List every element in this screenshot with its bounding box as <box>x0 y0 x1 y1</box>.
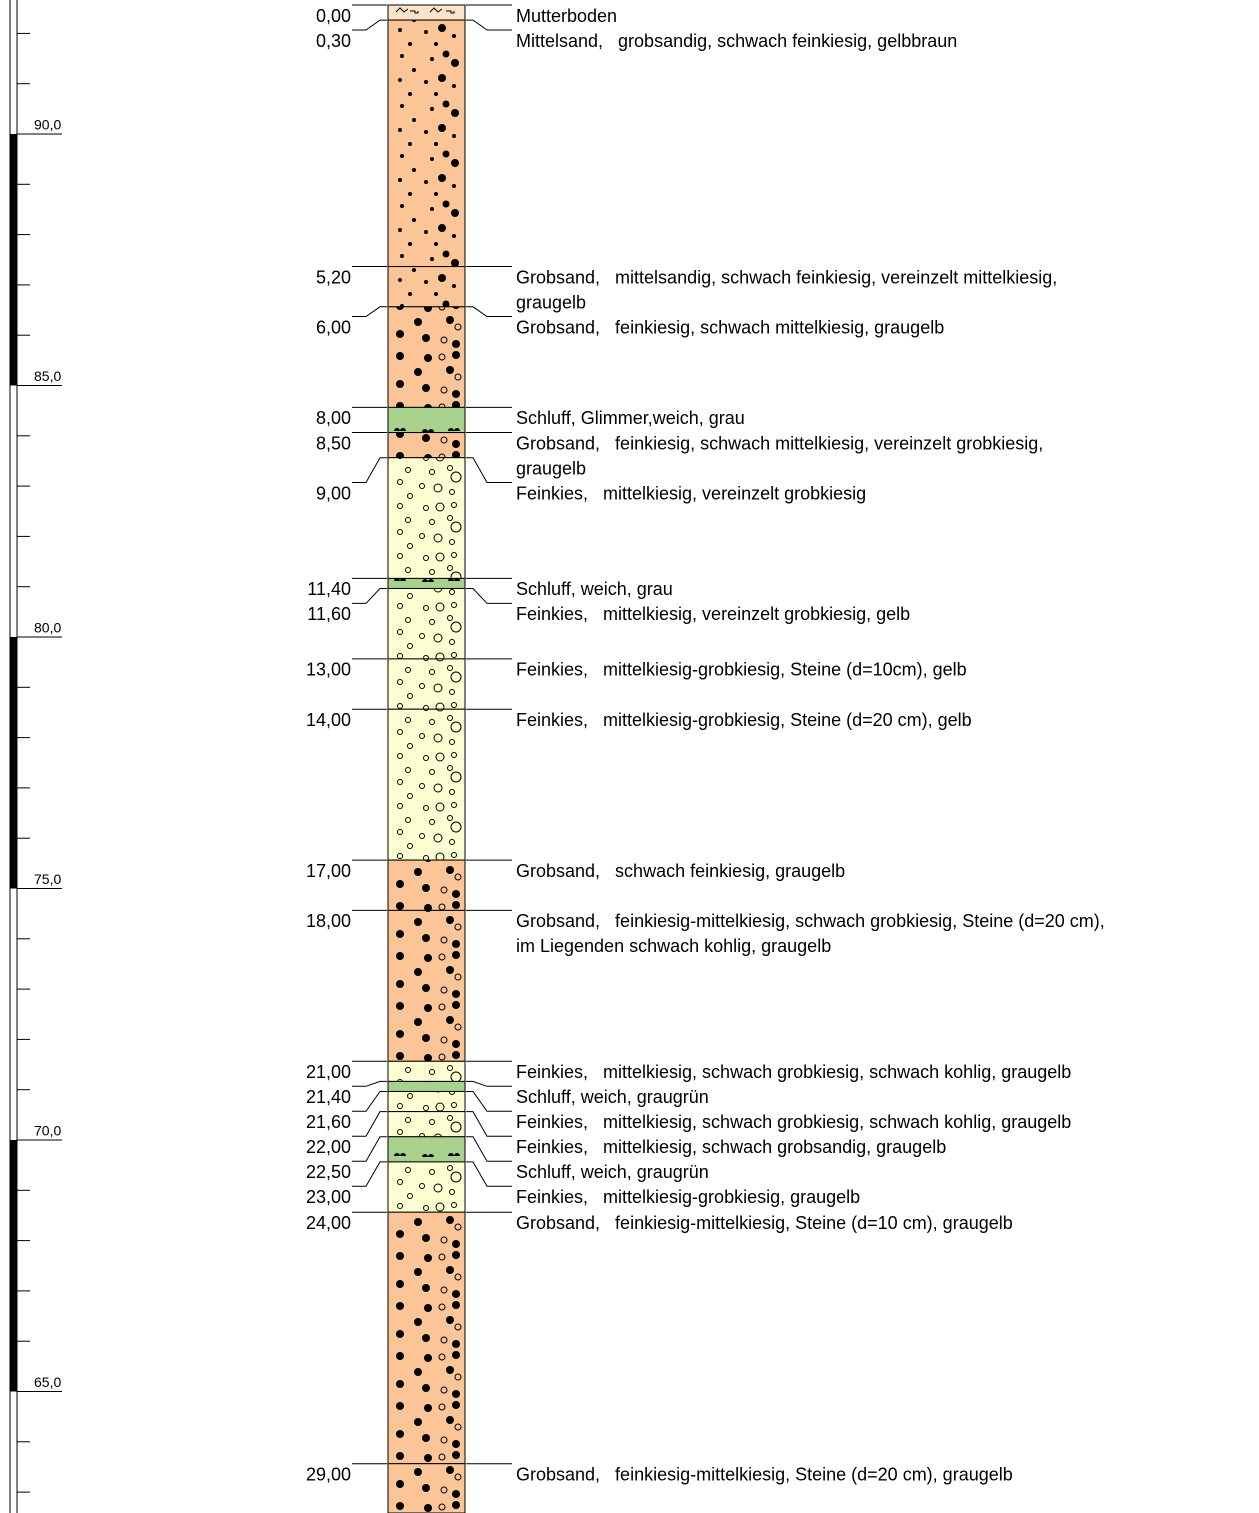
leader-line <box>352 1111 387 1137</box>
depth-label: 8,50 <box>316 433 351 453</box>
depth-label: 5,20 <box>316 267 351 287</box>
layer-description: graugelb <box>516 458 586 478</box>
depth-label: 0,00 <box>316 6 351 26</box>
leader-line <box>466 19 512 31</box>
soil-layer <box>387 1463 466 1513</box>
soil-layer <box>387 859 466 911</box>
layer-description: Mittelsand, grobsandig, schwach feinkies… <box>516 31 957 51</box>
elevation-label: 80,0 <box>34 620 61 636</box>
elevation-label: 85,0 <box>34 368 61 384</box>
layer-description: Grobsand, feinkiesig, schwach mittelkies… <box>516 433 1043 453</box>
layer-description: Grobsand, schwach feinkiesig, graugelb <box>516 861 845 881</box>
layer-description: Feinkies, mittelkiesig, vereinzelt grobk… <box>516 604 910 624</box>
leader-line <box>466 457 512 484</box>
layer-description: Schluff, weich, graugrün <box>516 1162 709 1182</box>
depth-label: 9,00 <box>316 483 351 503</box>
depth-label: 21,60 <box>306 1112 351 1132</box>
layer-description: Feinkies, mittelkiesig, schwach grobsand… <box>516 1137 946 1157</box>
soil-layer <box>387 909 466 1062</box>
leader-line <box>352 1136 387 1162</box>
depth-label: 21,00 <box>306 1062 351 1082</box>
soil-layer <box>387 658 466 710</box>
elevation-label: 90,0 <box>34 117 61 133</box>
layer-description: Feinkies, mittelkiesig, schwach grobkies… <box>516 1112 1071 1132</box>
depth-label: 11,40 <box>307 579 351 599</box>
soil-layer <box>387 577 466 589</box>
depth-label: 8,00 <box>316 408 351 428</box>
soil-layer <box>387 1211 466 1465</box>
soil-layer <box>387 1090 466 1113</box>
soil-layer <box>387 406 466 434</box>
layer-description: Grobsand, feinkiesig-mittelkiesig, schwa… <box>516 911 1105 931</box>
leader-line <box>466 1090 512 1112</box>
scale-bar <box>10 637 17 889</box>
layer-description: Feinkies, mittelkiesig-grobkiesig, graug… <box>516 1187 860 1207</box>
layer-description: Grobsand, feinkiesig-mittelkiesig, Stein… <box>516 1464 1013 1484</box>
soil-layer <box>387 1136 466 1163</box>
scale-bar <box>10 134 17 386</box>
layer-description: Feinkies, mittelkiesig, schwach grobkies… <box>516 1062 1071 1082</box>
soil-layer <box>387 1080 466 1092</box>
leader-line <box>352 587 387 604</box>
leader-line <box>466 1111 512 1137</box>
soil-layer <box>387 1161 466 1213</box>
layer-description: Feinkies, mittelkiesig, vereinzelt grobk… <box>516 483 866 503</box>
layer-description: im Liegenden schwach kohlig, graugelb <box>516 936 831 956</box>
soil-layer <box>387 432 466 459</box>
soil-layer <box>387 708 466 861</box>
soil-layer <box>387 4 466 21</box>
scale-bar <box>10 1140 17 1392</box>
leader-line <box>352 457 387 484</box>
depth-label: 22,00 <box>306 1137 351 1157</box>
depth-label: 24,00 <box>306 1213 351 1233</box>
leader-line <box>466 1161 512 1187</box>
depth-label: 23,00 <box>306 1187 351 1207</box>
depth-label: 29,00 <box>306 1464 351 1484</box>
depth-label: 6,00 <box>316 317 351 337</box>
soil-layer <box>387 587 466 660</box>
layer-description: Mutterboden <box>516 6 617 26</box>
layer-description: Feinkies, mittelkiesig-grobkiesig, Stein… <box>516 710 972 730</box>
leader-line <box>352 306 387 318</box>
layer-description: Schluff, Glimmer,weich, grau <box>516 408 745 428</box>
depth-label: 13,00 <box>306 660 351 680</box>
layer-description: Grobsand, mittelsandig, schwach feinkies… <box>516 267 1057 287</box>
leader-line <box>352 1090 387 1112</box>
leader-line <box>466 1136 512 1162</box>
elevation-label: 75,0 <box>34 871 61 887</box>
leader-line <box>466 1080 512 1087</box>
depth-label: 0,30 <box>316 31 351 51</box>
layer-description: Schluff, weich, graugrün <box>516 1087 709 1107</box>
layer-description: Schluff, weich, grau <box>516 579 673 599</box>
soil-layer <box>387 266 466 308</box>
leader-line <box>466 587 512 604</box>
layer-description: Grobsand, feinkiesig-mittelkiesig, Stein… <box>516 1213 1013 1233</box>
soil-layer <box>387 457 466 579</box>
soil-layer <box>387 306 466 408</box>
layer-description: Grobsand, feinkiesig, schwach mittelkies… <box>516 317 944 337</box>
layer-description: Feinkies, mittelkiesig-grobkiesig, Stein… <box>516 660 967 680</box>
depth-label: 21,40 <box>306 1087 351 1107</box>
leader-line <box>352 1161 387 1187</box>
soil-layer <box>387 1060 466 1082</box>
depth-label: 17,00 <box>306 861 351 881</box>
soil-layer <box>387 1111 466 1138</box>
elevation-label: 65,0 <box>34 1374 61 1390</box>
soil-layer <box>387 19 466 268</box>
depth-label: 22,50 <box>306 1162 351 1182</box>
leader-line <box>466 306 512 318</box>
depth-label: 11,60 <box>307 604 351 624</box>
elevation-label: 70,0 <box>34 1123 61 1139</box>
leader-line <box>352 1080 387 1087</box>
depth-label: 14,00 <box>306 710 351 730</box>
layer-description: graugelb <box>516 292 586 312</box>
leader-line <box>352 19 387 31</box>
depth-label: 18,00 <box>306 911 351 931</box>
